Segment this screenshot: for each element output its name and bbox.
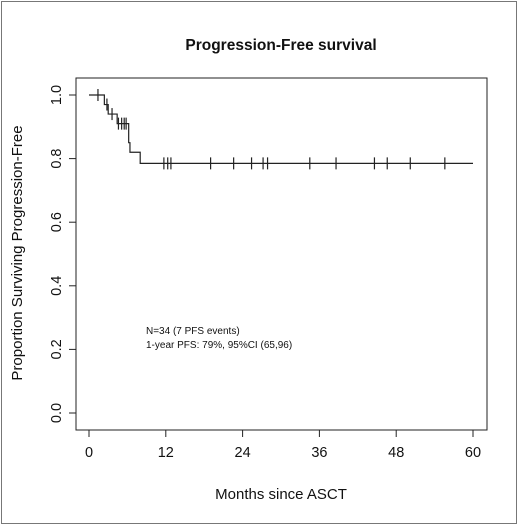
x-tick-label: 60 <box>465 445 481 461</box>
x-axis-label: Months since ASCT <box>215 486 347 503</box>
chart-title: Progression-Free survival <box>185 37 376 54</box>
x-tick-label: 24 <box>235 445 251 461</box>
annotation-n: N=34 (7 PFS events) <box>146 326 240 337</box>
y-tick-label: 0.4 <box>49 276 65 296</box>
y-tick-label: 0.6 <box>49 212 65 232</box>
y-axis: 0.0 0.2 0.4 0.6 0.8 1.0 <box>49 85 77 423</box>
survival-step-line <box>89 94 473 164</box>
y-tick-label: 0.0 <box>49 403 65 423</box>
x-tick-label: 12 <box>158 445 174 461</box>
y-axis-label: Proportion Surviving Progression-Free <box>9 125 26 380</box>
x-tick-label: 36 <box>311 445 327 461</box>
annotation-pfs: 1-year PFS: 79%, 95%CI (65,96) <box>146 340 292 351</box>
x-tick-label: 48 <box>388 445 404 461</box>
x-axis: 0 12 24 36 48 60 <box>85 429 481 461</box>
y-tick-label: 1.0 <box>49 85 65 105</box>
censor-marks <box>97 89 446 170</box>
x-tick-label: 0 <box>85 445 93 461</box>
survival-curve <box>89 94 473 164</box>
y-tick-label: 0.2 <box>49 339 65 359</box>
y-tick-label: 0.8 <box>49 149 65 169</box>
plot-box <box>75 77 488 431</box>
